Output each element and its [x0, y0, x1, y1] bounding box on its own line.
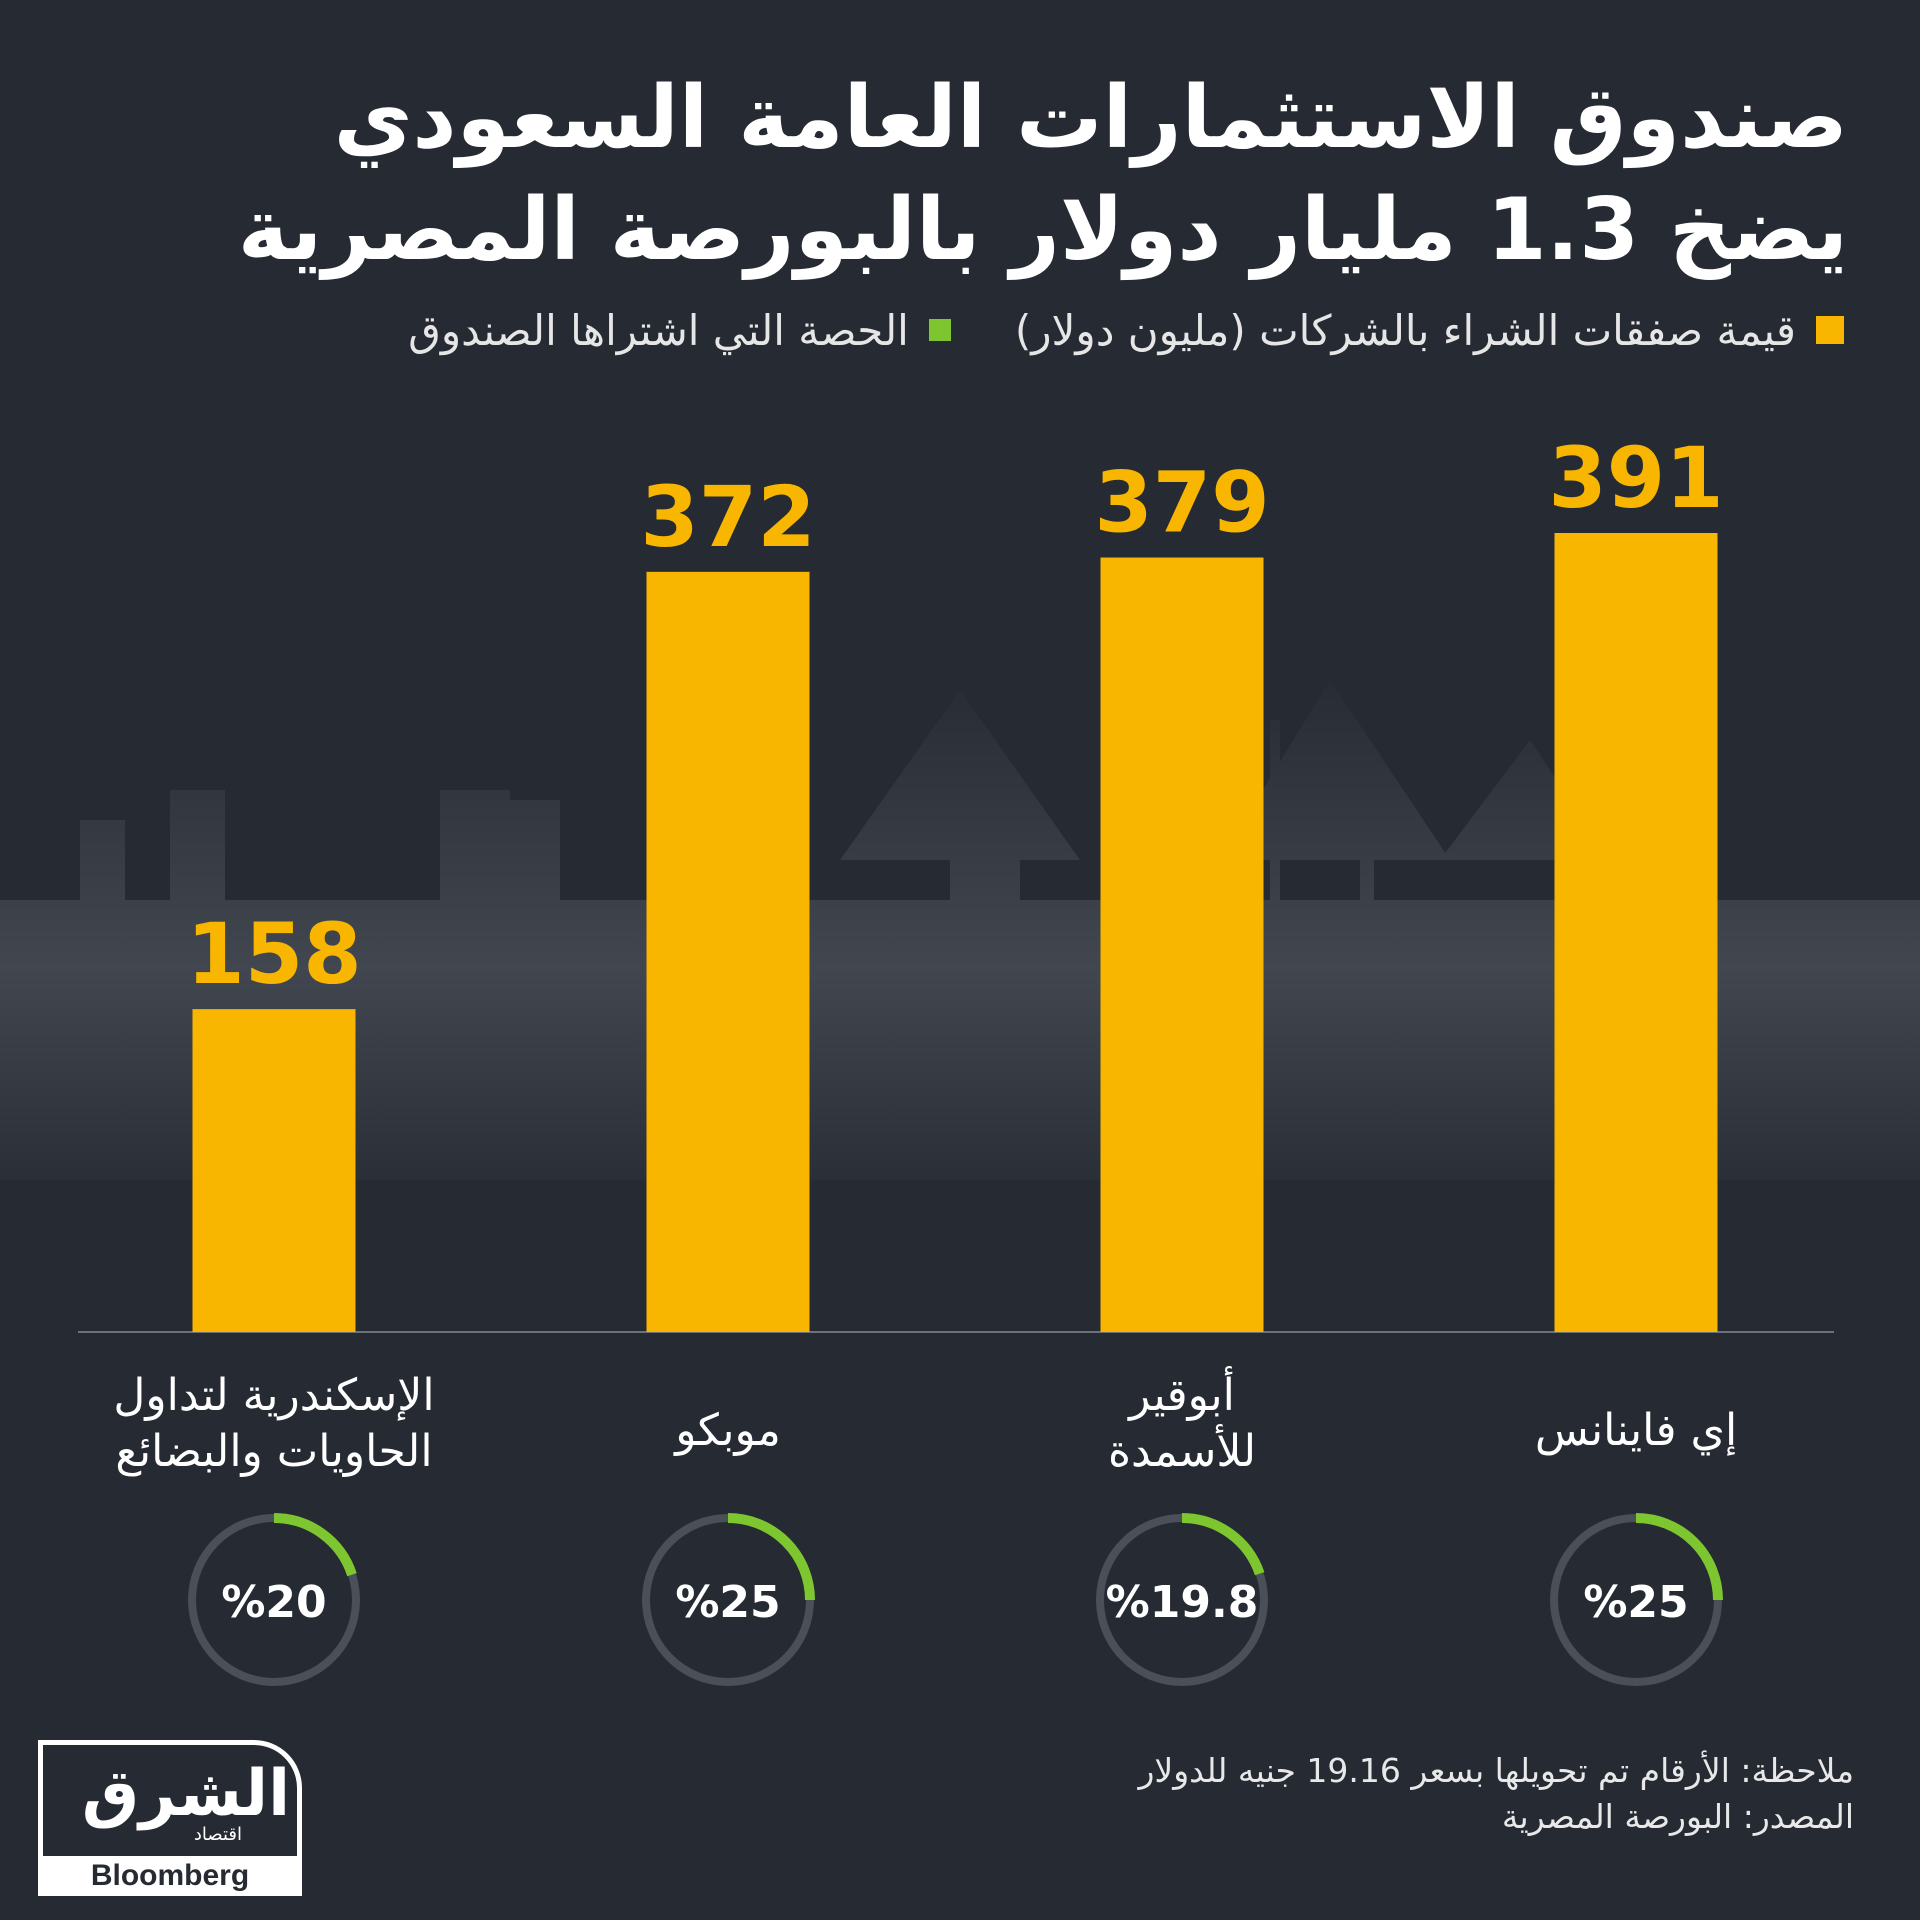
share-label: %19.8 [1106, 1577, 1259, 1628]
bar-value-label: 391 [1548, 429, 1723, 527]
bar-value-label: 379 [1094, 454, 1269, 552]
logo-brand: الشرق [81, 1757, 290, 1831]
legend-label-rings: الحصة التي اشتراها الصندوق [408, 305, 909, 355]
source-note: المصدر: البورصة المصرية [1501, 1797, 1854, 1836]
legend: قيمة صفقات الشراء بالشركات (مليون دولار)… [124, 302, 1844, 358]
share-ring-arc [273, 1513, 357, 1577]
share-label: %25 [675, 1577, 780, 1628]
share-ring-arc [727, 1513, 815, 1601]
title-line-1: صندوق الاستثمارات العامة السعودي [333, 68, 1848, 168]
bar-value-label: 158 [186, 905, 361, 1003]
category-label: الحاويات والبضائع [115, 1426, 432, 1477]
bar [192, 1009, 356, 1332]
bar-value-label: 372 [640, 468, 815, 566]
category-label: إي فاينانس [1535, 1405, 1737, 1456]
share-label: %20 [221, 1577, 326, 1628]
category-label: أبوقير [1127, 1366, 1235, 1421]
share-label: %25 [1583, 1577, 1688, 1628]
logo-partner: Bloomberg [38, 1856, 302, 1896]
category-label: للأسمدة [1108, 1423, 1256, 1477]
legend-label-bars: قيمة صفقات الشراء بالشركات (مليون دولار) [1014, 305, 1796, 355]
share-ring-arc [1181, 1513, 1265, 1576]
title-line-2: يضخ 1.3 مليار دولار بالبورصة المصرية [237, 180, 1848, 280]
asharq-bloomberg-logo: الشرق اقتصاد Bloomberg [38, 1740, 310, 1896]
share-ring-arc [1635, 1513, 1723, 1601]
footer-note: ملاحظة: الأرقام تم تحويلها بسعر 19.16 جن… [954, 1748, 1854, 1840]
logo-sub: اقتصاد [193, 1824, 242, 1845]
yellow-square-icon [1816, 316, 1844, 344]
conversion-note: ملاحظة: الأرقام تم تحويلها بسعر 19.16 جن… [1138, 1751, 1854, 1790]
chart-title: صندوق الاستثمارات العامة السعودي يضخ 1.3… [148, 62, 1848, 286]
category-label: الإسكندرية لتداول [113, 1370, 434, 1421]
bar [1100, 557, 1264, 1332]
bar [1554, 533, 1718, 1332]
bar [646, 571, 810, 1332]
green-square-icon [928, 319, 951, 341]
legend-item-rings: الحصة التي اشتراها الصندوق [408, 306, 951, 355]
category-label: موبكو [673, 1405, 781, 1456]
legend-item-bars: قيمة صفقات الشراء بالشركات (مليون دولار) [1015, 306, 1844, 355]
